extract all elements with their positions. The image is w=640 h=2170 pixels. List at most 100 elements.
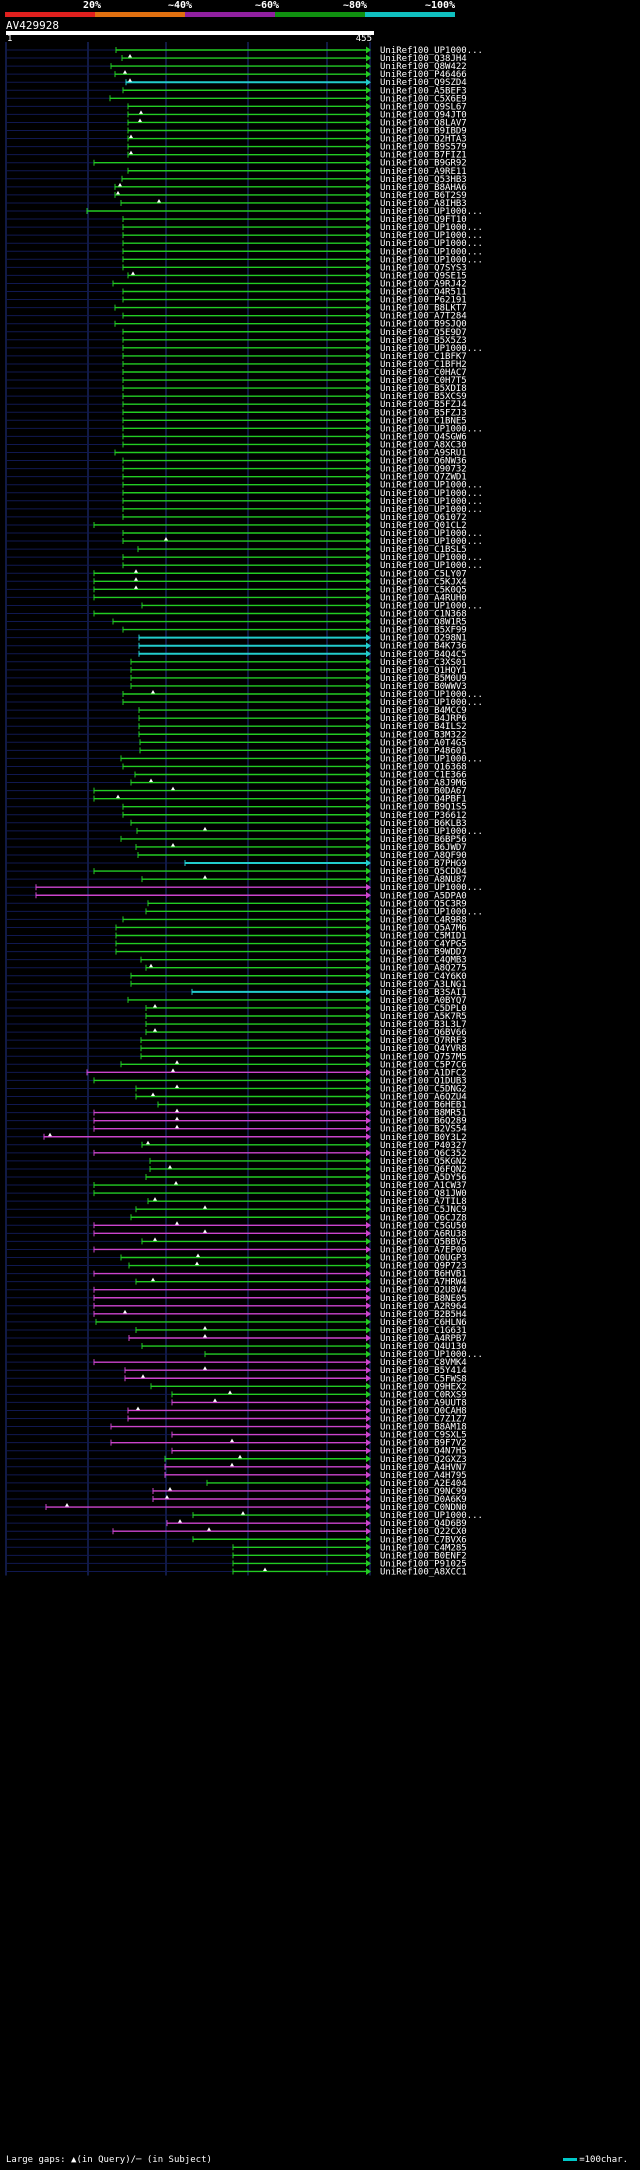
hit-label[interactable]: UniRef100_C5DPL0 <box>380 1004 467 1014</box>
hit-label[interactable]: UniRef100_Q2HTA3 <box>380 135 467 145</box>
hit-row[interactable]: UniRef100_P36612 <box>6 811 467 821</box>
hit-row[interactable]: UniRef100_Q0CAH8 <box>6 1406 467 1416</box>
hit-row[interactable]: UniRef100_B6HVB1 <box>6 1270 467 1280</box>
hit-row[interactable]: UniRef100_UP1000... <box>6 481 483 491</box>
hit-row[interactable]: UniRef100_C5FWS8 <box>6 1374 467 1384</box>
hit-label[interactable]: UniRef100_UP1000... <box>380 207 483 217</box>
hit-label[interactable]: UniRef100_Q4SGW6 <box>380 432 467 442</box>
hit-label[interactable]: UniRef100_C0NDN0 <box>380 1503 467 1513</box>
hit-label[interactable]: UniRef100_A8IHB3 <box>380 199 467 209</box>
hit-row[interactable]: UniRef100_B9S579 <box>6 143 467 153</box>
hit-label[interactable]: UniRef100_Q5KGN2 <box>380 1157 467 1167</box>
hit-label[interactable]: UniRef100_UP1000... <box>380 754 483 764</box>
hit-row[interactable]: UniRef100_B0Y3L2 <box>6 1132 467 1143</box>
hit-label[interactable]: UniRef100_UP1000... <box>380 497 483 507</box>
hit-row[interactable]: UniRef100_B2VS54 <box>6 1124 467 1135</box>
hit-label[interactable]: UniRef100_B6BP56 <box>380 835 467 845</box>
hit-label[interactable]: UniRef100_Q4PBF1 <box>380 795 467 805</box>
hit-label[interactable]: UniRef100_P40327 <box>380 1141 467 1151</box>
hit-row[interactable]: UniRef100_B5XDI8 <box>6 384 467 394</box>
hit-label[interactable]: UniRef100_Q2U8V4 <box>380 1286 467 1296</box>
hit-row[interactable]: UniRef100_Q9NC99 <box>6 1486 467 1497</box>
hit-label[interactable]: UniRef100_Q298N1 <box>380 634 467 644</box>
hit-label[interactable]: UniRef100_Q22CX0 <box>380 1527 467 1537</box>
hit-row[interactable]: UniRef100_B3L3L7 <box>6 1020 467 1030</box>
hit-label[interactable]: UniRef100_B6HEB1 <box>380 1101 467 1111</box>
hit-row[interactable]: UniRef100_B5XF99 <box>6 626 467 636</box>
hit-row[interactable]: UniRef100_A4RPB7 <box>6 1334 467 1344</box>
hit-row[interactable]: UniRef100_Q9SL67 <box>6 102 467 112</box>
hit-label[interactable]: UniRef100_B6Q289 <box>380 1117 467 1127</box>
hit-row[interactable]: UniRef100_Q4R511 <box>6 288 467 298</box>
hit-label[interactable]: UniRef100_A7T284 <box>380 312 467 322</box>
hit-label[interactable]: UniRef100_B9IBD9 <box>380 127 467 137</box>
hit-row[interactable]: UniRef100_A5K7R5 <box>6 1012 467 1022</box>
hit-label[interactable]: UniRef100_P48601 <box>380 746 467 756</box>
hit-row[interactable]: UniRef100_C5P7C6 <box>6 1060 467 1070</box>
hit-label[interactable]: UniRef100_UP1000... <box>380 481 483 491</box>
hit-label[interactable]: UniRef100_A8XC30 <box>380 440 467 450</box>
hit-row[interactable]: UniRef100_A2E404 <box>6 1479 467 1489</box>
hit-row[interactable]: UniRef100_Q0UGP3 <box>6 1253 467 1264</box>
hit-label[interactable]: UniRef100_C0HAC7 <box>380 368 467 378</box>
hit-row[interactable]: UniRef100_B5M0U9 <box>6 674 467 684</box>
hit-label[interactable]: UniRef100_B5XCS9 <box>380 392 467 402</box>
hit-row[interactable]: UniRef100_C1BFK7 <box>6 352 467 362</box>
hit-label[interactable]: UniRef100_C7BVX6 <box>380 1535 467 1545</box>
hit-row[interactable]: UniRef100_Q8W422 <box>6 62 467 72</box>
hit-label[interactable]: UniRef100_P46466 <box>380 70 467 80</box>
hit-row[interactable]: UniRef100_Q8LAV7 <box>6 118 467 128</box>
hit-row[interactable]: UniRef100_A1DFC2 <box>6 1068 467 1078</box>
hit-label[interactable]: UniRef100_B7PHG9 <box>380 859 467 869</box>
hit-label[interactable]: UniRef100_UP1000... <box>380 505 483 515</box>
hit-row[interactable]: UniRef100_UP1000... <box>6 553 483 563</box>
hit-row[interactable]: UniRef100_Q7RRF3 <box>6 1036 467 1046</box>
hit-label[interactable]: UniRef100_A5K7R5 <box>380 1012 467 1022</box>
hit-row[interactable]: UniRef100_A3LNG1 <box>6 980 467 990</box>
hit-row[interactable]: UniRef100_P62191 <box>6 296 467 306</box>
hit-row[interactable]: UniRef100_B4MCC9 <box>6 706 467 716</box>
hit-row[interactable]: UniRef100_Q5A7M6 <box>6 923 467 933</box>
hit-label[interactable]: UniRef100_Q8LAV7 <box>380 118 467 128</box>
hit-label[interactable]: UniRef100_Q4YVR8 <box>380 1044 467 1054</box>
hit-row[interactable]: UniRef100_Q4D6B9 <box>6 1519 467 1529</box>
hit-label[interactable]: UniRef100_Q5CDD4 <box>380 867 467 877</box>
hit-row[interactable]: UniRef100_B0WWV3 <box>6 682 467 692</box>
hit-row[interactable]: UniRef100_A8NU87 <box>6 875 467 885</box>
hit-label[interactable]: UniRef100_Q6C352 <box>380 1149 467 1159</box>
hit-row[interactable]: UniRef100_UP1000... <box>6 424 483 434</box>
hit-label[interactable]: UniRef100_A7HRW4 <box>380 1278 467 1288</box>
hit-label[interactable]: UniRef100_Q9FT10 <box>380 215 467 225</box>
hit-label[interactable]: UniRef100_C7Z1Z7 <box>380 1415 467 1425</box>
hit-row[interactable]: UniRef100_B3SAI1 <box>6 988 467 998</box>
hit-label[interactable]: UniRef100_C5DNG2 <box>380 1084 467 1094</box>
hit-row[interactable]: UniRef100_A6QZU4 <box>6 1092 467 1103</box>
hit-row[interactable]: UniRef100_Q61072 <box>6 513 467 523</box>
hit-label[interactable]: UniRef100_UP1000... <box>380 344 483 354</box>
hit-label[interactable]: UniRef100_C5GU50 <box>380 1221 467 1231</box>
hit-label[interactable]: UniRef100_B9GR92 <box>380 159 467 169</box>
hit-label[interactable]: UniRef100_C1N368 <box>380 610 467 620</box>
hit-label[interactable]: UniRef100_A6QZU4 <box>380 1093 467 1103</box>
hit-label[interactable]: UniRef100_C5K0Q5 <box>380 585 467 595</box>
hit-label[interactable]: UniRef100_B9WDD7 <box>380 948 467 958</box>
hit-label[interactable]: UniRef100_Q9P723 <box>380 1262 467 1272</box>
hit-row[interactable]: UniRef100_UP1000... <box>6 561 483 571</box>
hit-label[interactable]: UniRef100_B5FZJ3 <box>380 408 467 418</box>
hit-row[interactable]: UniRef100_Q2HTA3 <box>6 134 467 145</box>
hit-label[interactable]: UniRef100_UP1000... <box>380 690 483 700</box>
hit-label[interactable]: UniRef100_C5FWS8 <box>380 1374 467 1384</box>
hit-row[interactable]: UniRef100_B5X5Z3 <box>6 336 467 346</box>
hit-row[interactable]: UniRef100_Q6FQN2 <box>6 1164 467 1175</box>
hit-row[interactable]: UniRef100_Q5CDD4 <box>6 867 467 877</box>
hit-row[interactable]: UniRef100_B4ILS2 <box>6 722 467 732</box>
hit-row[interactable]: UniRef100_Q757M5 <box>6 1052 467 1062</box>
hit-row[interactable]: UniRef100_P46466 <box>6 70 467 80</box>
hit-label[interactable]: UniRef100_A8XCC1 <box>380 1567 467 1577</box>
hit-row[interactable]: UniRef100_C5K0Q5 <box>6 585 467 595</box>
hit-label[interactable]: UniRef100_B9S579 <box>380 143 467 153</box>
hit-label[interactable]: UniRef100_UP1000... <box>380 601 483 611</box>
hit-label[interactable]: UniRef100_B7FIZ1 <box>380 151 467 161</box>
hit-row[interactable]: UniRef100_C5GU50 <box>6 1221 467 1231</box>
hit-label[interactable]: UniRef100_C3XS01 <box>380 658 467 668</box>
